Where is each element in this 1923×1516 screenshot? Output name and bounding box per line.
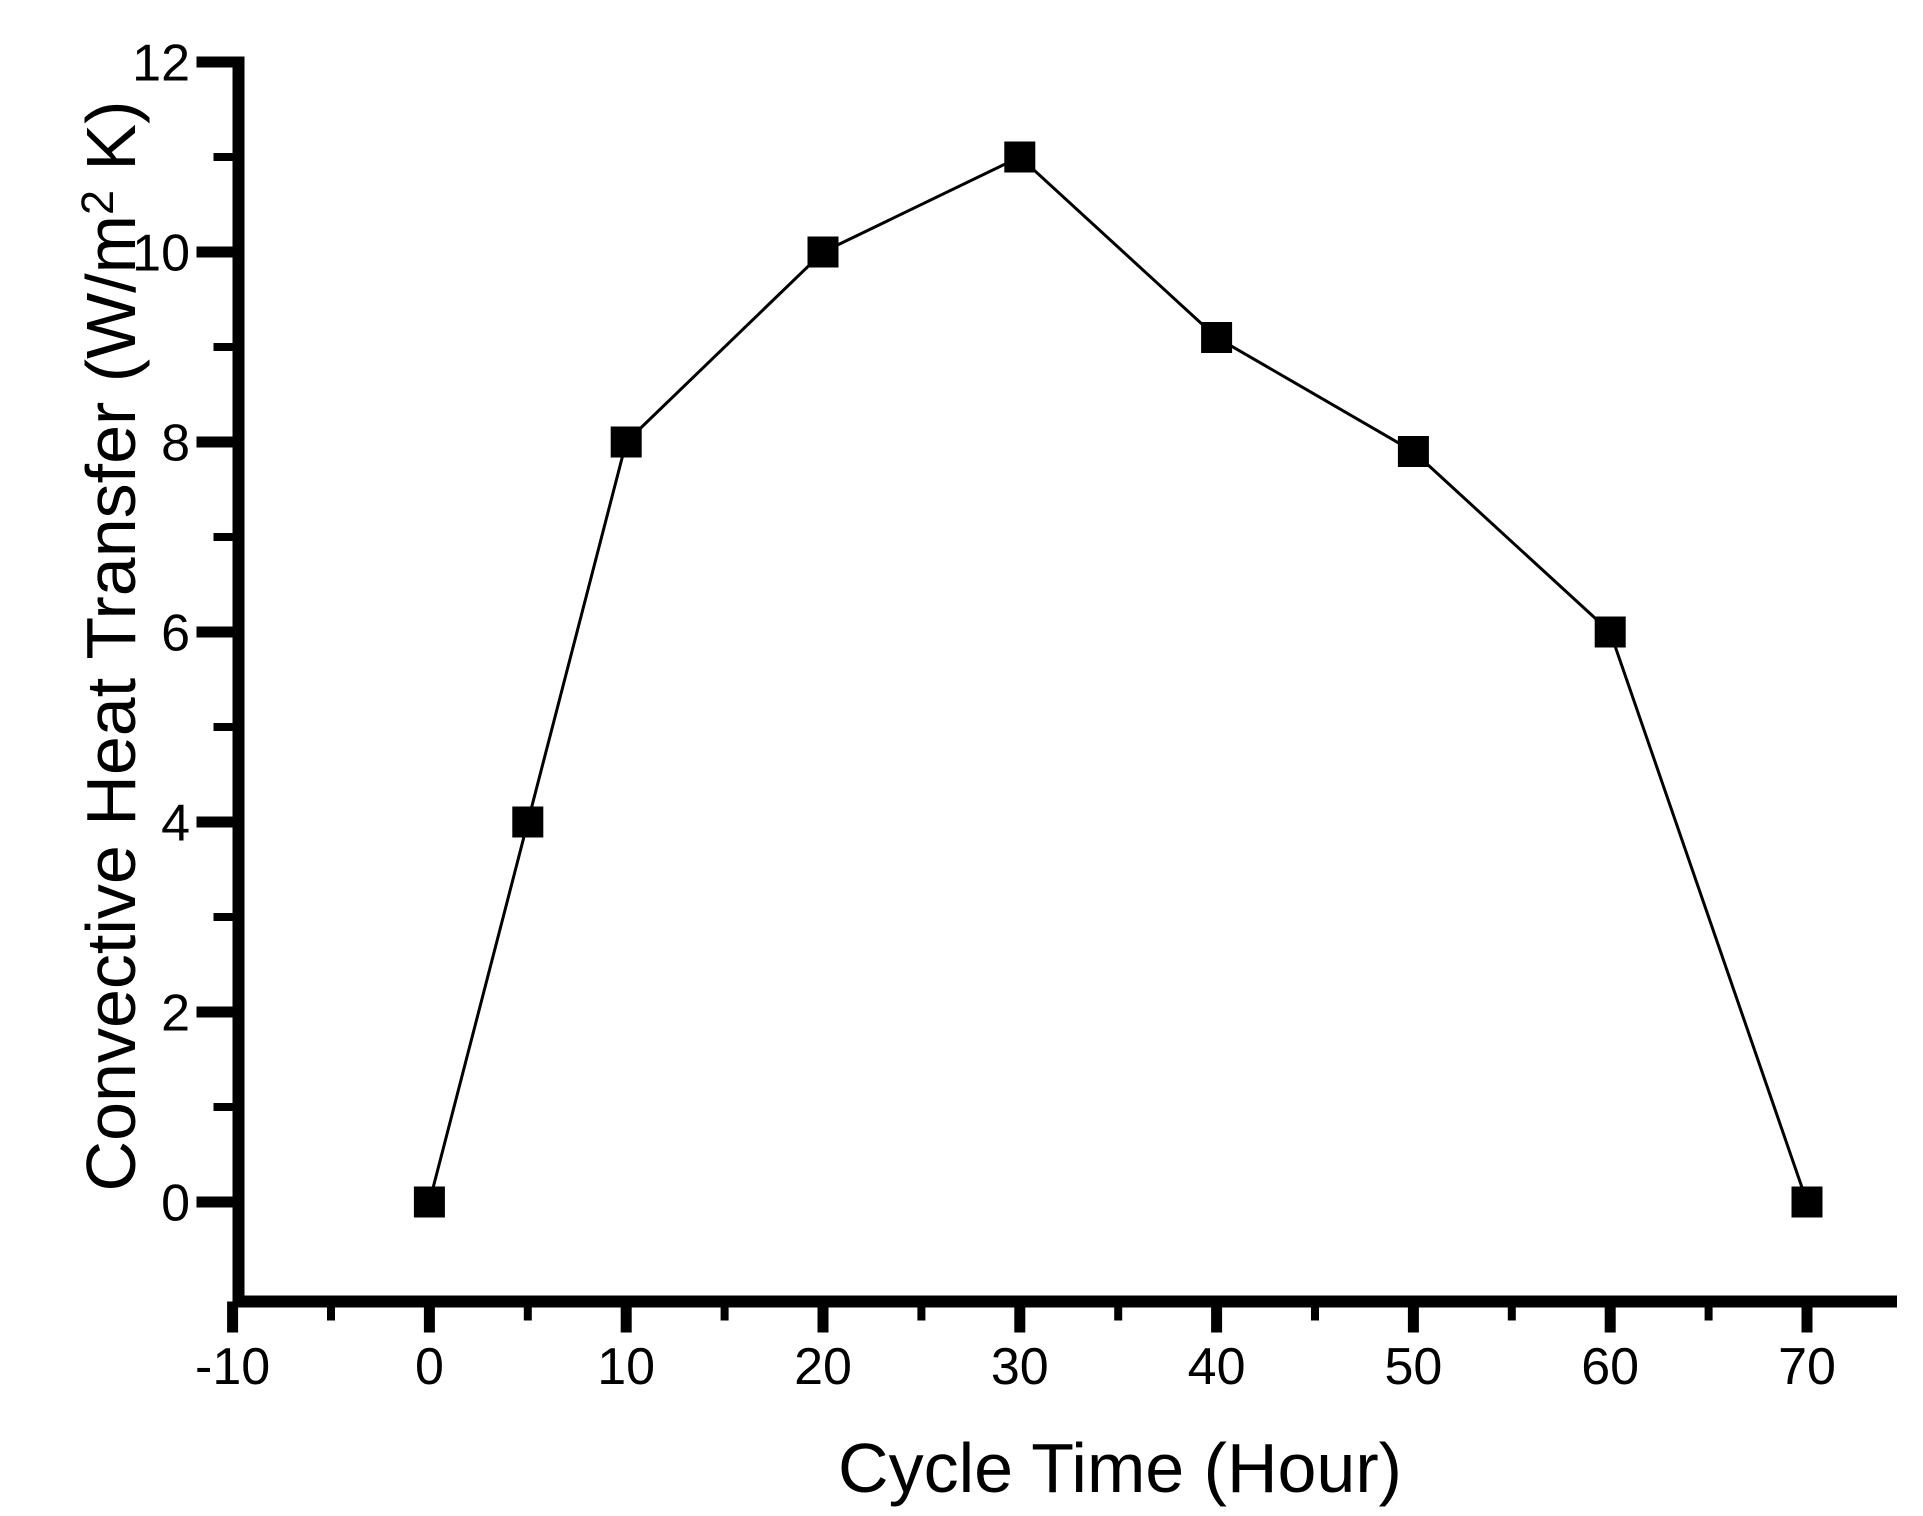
data-point-marker	[1397, 436, 1429, 467]
y-axis-title: Convective Heat Transfer (W/m2 K)	[72, 101, 150, 1192]
x-axis-title: Cycle Time (Hour)	[838, 1429, 1402, 1507]
x-tick-label: 10	[597, 1338, 655, 1396]
data-point-marker	[1004, 141, 1036, 173]
y-axis-major-ticks	[196, 56, 239, 1208]
data-point-marker	[807, 236, 839, 268]
data-point-marker	[1201, 322, 1233, 353]
data-point-marker	[610, 426, 642, 458]
x-tick-label: 40	[1188, 1338, 1246, 1396]
y-tick-label: 10	[132, 225, 190, 283]
x-tick-label: 20	[794, 1338, 852, 1396]
x-tick-label: 60	[1581, 1338, 1639, 1396]
data-point-marker	[413, 1186, 445, 1218]
data-point-marker	[512, 806, 544, 838]
y-tick-label: 0	[161, 1175, 190, 1233]
y-tick-label: 4	[161, 795, 190, 853]
x-tick-label: 0	[415, 1338, 444, 1396]
x-tick-label: 70	[1778, 1338, 1836, 1396]
y-tick-label: 2	[161, 985, 190, 1043]
data-series-markers	[413, 141, 1823, 1218]
x-tick-label: 50	[1384, 1338, 1442, 1396]
data-point-marker	[1791, 1186, 1823, 1218]
y-tick-label: 6	[161, 605, 190, 663]
y-tick-label: 8	[161, 415, 190, 473]
x-axis-tick-labels: -10 0 10 20 30 40 50 60 70	[195, 1338, 1836, 1396]
y-tick-label: 12	[132, 35, 190, 93]
x-tick-label: -10	[195, 1338, 270, 1396]
data-point-marker	[1594, 616, 1626, 648]
y-axis-tick-labels: 0 2 4 6 8 10 12	[132, 35, 190, 1233]
axis-lines	[232, 56, 1897, 1308]
x-tick-label: 30	[991, 1338, 1049, 1396]
